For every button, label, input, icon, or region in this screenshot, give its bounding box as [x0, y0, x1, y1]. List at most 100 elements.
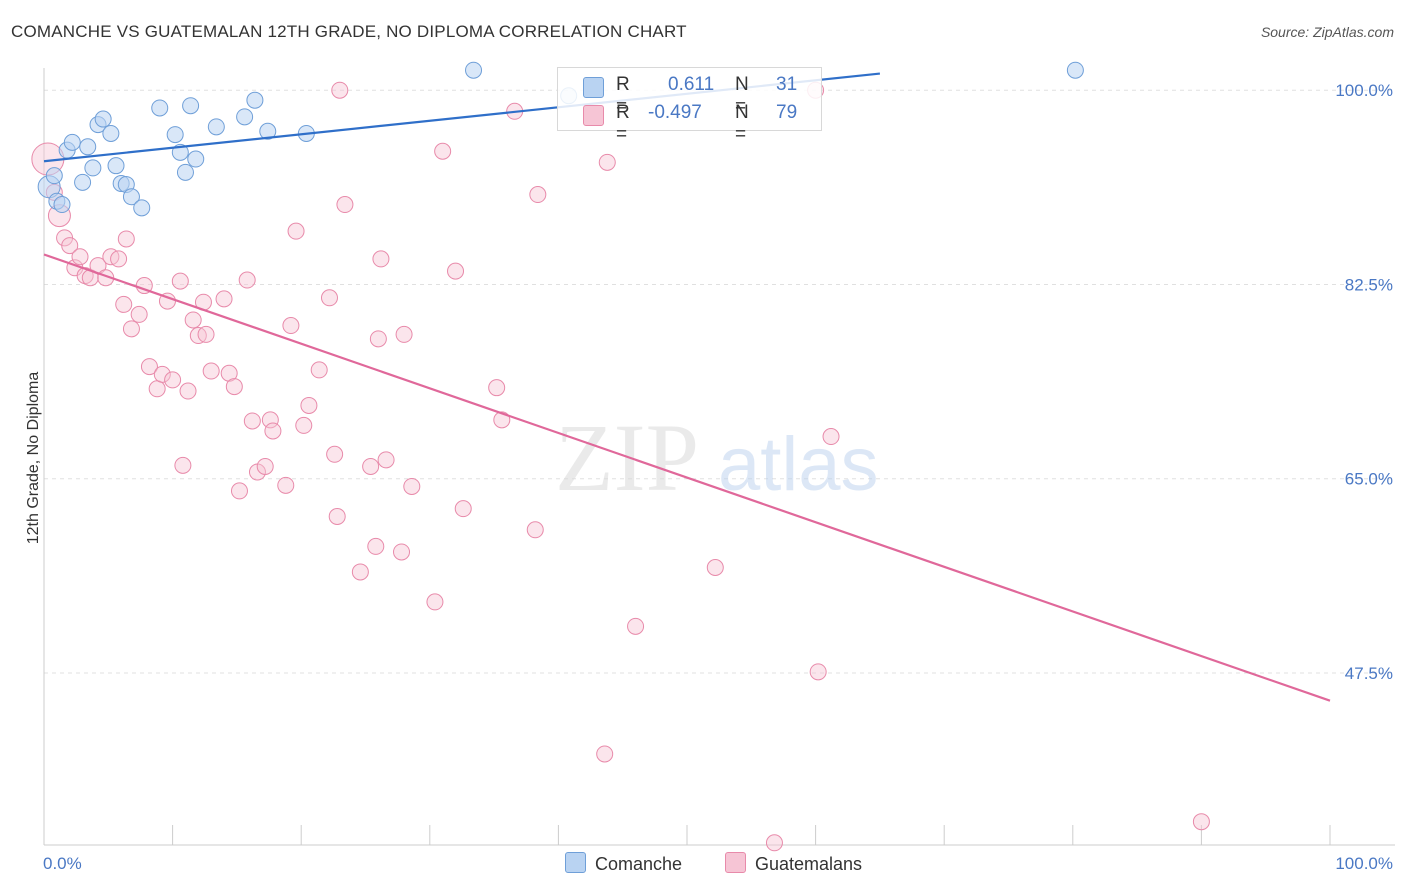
- guatemalans-point: [310, 361, 328, 379]
- y-axis-label: 12th Grade, No Diploma: [25, 372, 42, 545]
- guatemalans-point: [328, 507, 346, 525]
- y-tick-label: 65.0%: [1345, 470, 1393, 489]
- guatemalans-point: [277, 476, 295, 494]
- comanche-point: [151, 99, 169, 117]
- guatemalans-point: [765, 834, 783, 852]
- x-tick-label: 100.0%: [1335, 854, 1393, 873]
- guatemalans-point: [426, 593, 444, 611]
- guatemalans-point: [326, 445, 344, 463]
- y-tick-label: 47.5%: [1345, 664, 1393, 683]
- guatemalans-point: [130, 305, 148, 323]
- guatemalans-point: [110, 250, 128, 268]
- guatemalans-point: [153, 365, 171, 383]
- guatemalans-point: [61, 237, 79, 255]
- guatemalans-point: [331, 81, 349, 99]
- legend-r-value: -0.497: [648, 102, 702, 123]
- comanche-point: [84, 159, 102, 177]
- chart-source: Source: ZipAtlas.com: [1260, 24, 1394, 40]
- guatemalans-point: [336, 196, 354, 214]
- guatemalans-point: [243, 412, 261, 430]
- guatemalans-point: [171, 272, 189, 290]
- guatemalans-point: [367, 537, 385, 555]
- comanche-points: [37, 61, 1084, 217]
- guatemalans-point: [215, 290, 233, 308]
- comanche-point: [102, 124, 120, 142]
- guatemalans-point: [300, 396, 318, 414]
- comanche-point: [207, 118, 225, 136]
- comanche-point: [53, 196, 71, 214]
- comanche-point: [94, 110, 112, 128]
- guatemalans-point: [372, 250, 390, 268]
- guatemalans-point: [809, 663, 827, 681]
- guatemalans-point: [395, 325, 413, 343]
- guatemalans-point: [706, 559, 724, 576]
- comanche-point: [176, 163, 194, 181]
- comanche-point: [63, 133, 81, 151]
- guatemalans-point: [362, 457, 380, 475]
- guatemalans-point: [179, 382, 197, 400]
- guatemalans-point: [295, 416, 313, 434]
- bottom-legend-comanche: Comanche: [565, 852, 682, 875]
- guatemalans-point: [434, 142, 452, 160]
- guatemalans-point: [230, 482, 248, 500]
- bottom-legend-label: Comanche: [595, 854, 683, 874]
- legend-n-label: N =: [735, 74, 749, 117]
- comanche-point: [1066, 61, 1084, 79]
- y-tick-label: 100.0%: [1335, 81, 1393, 100]
- guatemalans-point: [238, 271, 256, 289]
- chart-title: COMANCHE VS GUATEMALAN 12TH GRADE, NO DI…: [11, 22, 687, 41]
- guatemalans-point: [454, 500, 472, 518]
- comanche-point: [45, 167, 63, 185]
- legend-r-label: R =: [616, 102, 630, 145]
- comanche-point: [107, 157, 125, 175]
- guatemalans-point: [529, 186, 547, 204]
- guatemalans-point: [256, 457, 274, 475]
- guatemalans-point: [71, 248, 89, 266]
- guatemalans-points: [31, 81, 1210, 852]
- guatemalans-point: [184, 311, 202, 329]
- guatemalans-point: [220, 364, 238, 382]
- comanche-point: [465, 61, 483, 79]
- comanche-point: [182, 97, 200, 115]
- bottom-legend-label: Guatemalans: [755, 854, 863, 874]
- guatemalans-point: [526, 521, 544, 539]
- guatemalans-point: [261, 411, 279, 429]
- guatemalans-point: [122, 320, 140, 338]
- y-tick-labels: 100.0% 82.5% 65.0% 47.5%: [1335, 81, 1393, 683]
- guatemalans-point: [351, 563, 369, 581]
- comanche-point: [79, 138, 97, 156]
- guatemalans-point: [202, 362, 220, 380]
- guatemalans-point: [282, 317, 300, 335]
- guatemalans-point: [488, 379, 506, 397]
- stats-legend: R = 0.611 N = 31 R = -0.497 N = 79: [557, 67, 822, 145]
- legend-n-value: 31: [776, 74, 798, 95]
- comanche-point: [187, 150, 205, 168]
- guatemalans-point: [174, 456, 192, 474]
- guatemalans-point: [115, 295, 133, 313]
- guatemalans-trend-line: [43, 253, 1331, 702]
- x-tick-labels: 0.0% 100.0%: [43, 854, 1393, 873]
- comanche-point: [236, 108, 254, 126]
- guatemalans-point: [393, 543, 411, 561]
- legend-r-value: 0.611: [668, 74, 715, 95]
- guatemalans-point: [403, 477, 421, 495]
- watermark-atlas: atlas: [718, 422, 879, 507]
- guatemalans-point: [598, 153, 616, 171]
- guatemalans-point: [627, 617, 645, 635]
- y-tick-label: 82.5%: [1345, 275, 1393, 294]
- gridlines: [44, 89, 1395, 674]
- guatemalans-point: [1192, 813, 1210, 831]
- guatemalans-point: [225, 378, 243, 396]
- legend-n-label: N =: [735, 102, 749, 145]
- bottom-legend-guatemalans: Guatemalans: [725, 852, 862, 875]
- comanche-point: [246, 91, 264, 109]
- bottom-legend-swatch-comanche: [565, 852, 586, 873]
- legend-n-value: 79: [776, 102, 798, 123]
- guatemalans-point: [377, 451, 395, 469]
- bottom-legend-swatch-guatemalans: [725, 852, 746, 873]
- axes: [43, 68, 1395, 846]
- guatemalans-point: [596, 745, 614, 763]
- watermark: ZIP atlas: [555, 404, 879, 511]
- comanche-point: [133, 199, 151, 217]
